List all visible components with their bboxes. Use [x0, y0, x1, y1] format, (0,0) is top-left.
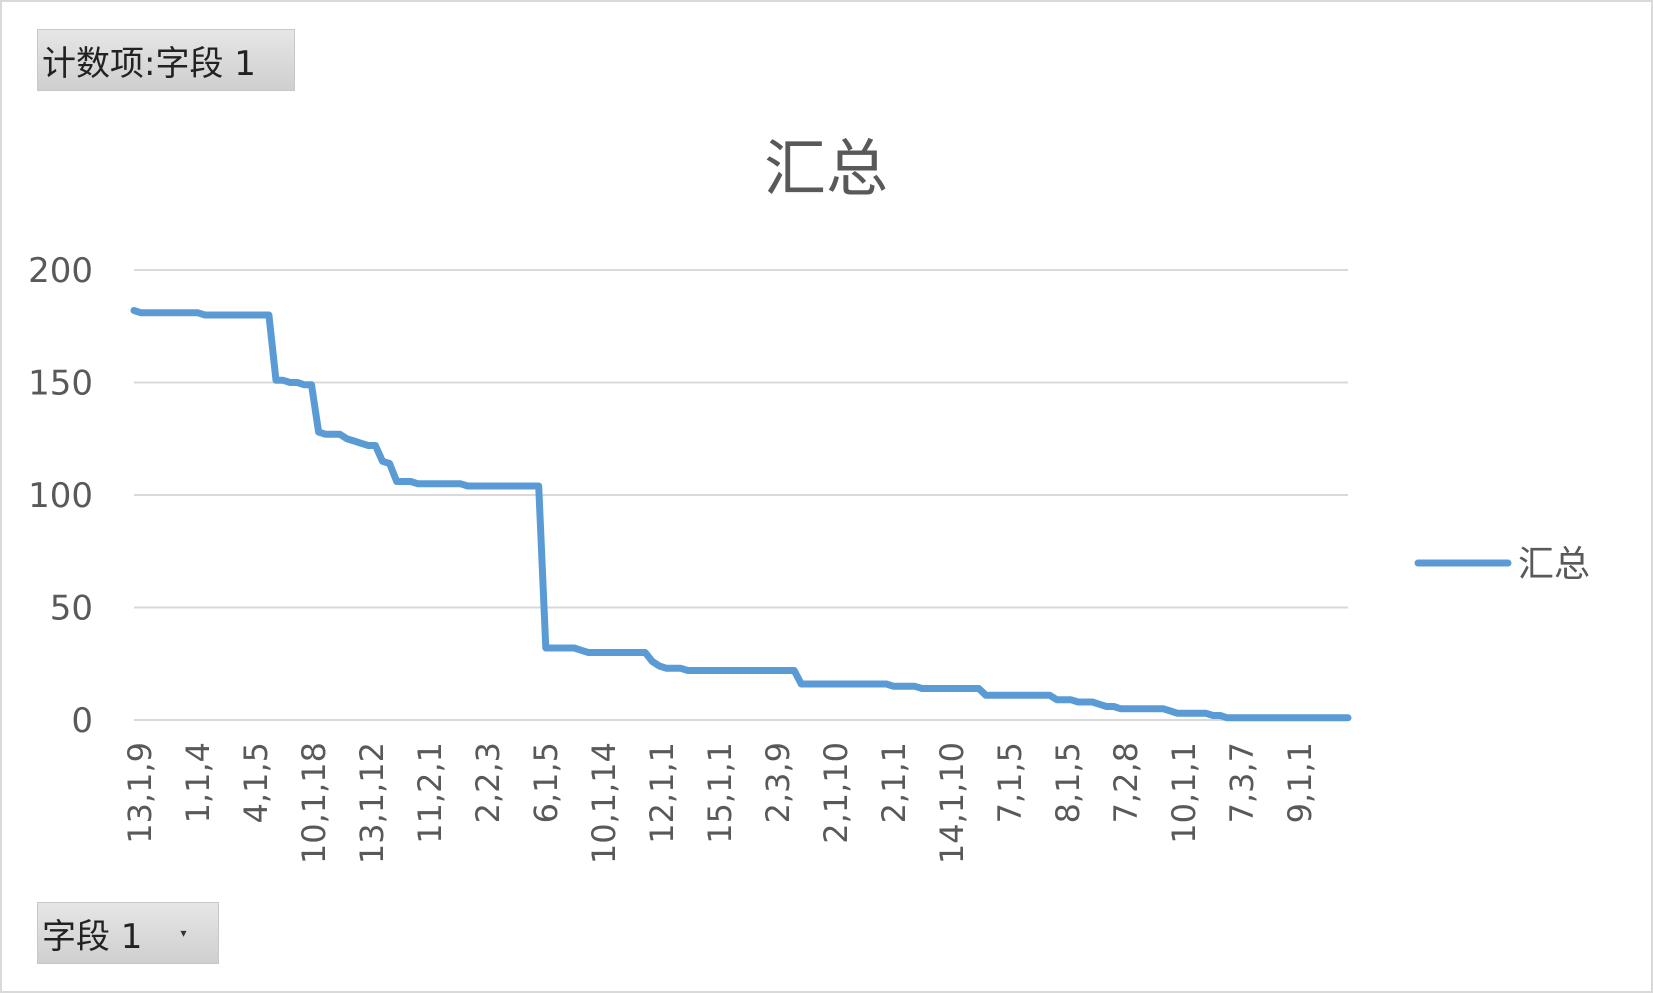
x-tick-label: 2,3,9	[759, 742, 797, 823]
legend-label: 汇总	[1518, 544, 1590, 585]
x-tick-label: 10,1,18	[295, 742, 333, 864]
axis-field-button[interactable]: 字段 1 ▾	[37, 902, 219, 964]
series-layer	[130, 307, 1352, 722]
x-tick-label: 7,2,8	[1107, 742, 1145, 823]
y-tick-label: 200	[28, 251, 93, 291]
x-tick-label: 2,1,10	[817, 742, 855, 844]
y-tick-label: 50	[50, 589, 93, 629]
legend: 汇总	[1414, 544, 1590, 585]
x-tick-label: 15,1,1	[701, 742, 739, 844]
x-tick-label: 4,1,5	[237, 742, 275, 823]
x-tick-label: 9,1,1	[1281, 742, 1319, 823]
x-tick-label: 1,1,4	[179, 742, 217, 823]
x-tick-label: 12,1,1	[643, 742, 681, 844]
x-tick-label: 7,1,5	[991, 742, 1029, 823]
x-tick-label: 14,1,10	[933, 742, 971, 864]
x-tick-label: 13,1,9	[121, 742, 159, 844]
x-tick-label: 11,2,1	[411, 742, 449, 844]
x-tick-label: 6,1,5	[527, 742, 565, 823]
y-tick-label: 150	[28, 364, 93, 404]
y-tick-label: 0	[71, 701, 93, 741]
gridlines	[134, 269, 1348, 721]
x-axis-ticks: 13,1,9 1,1,4 4,1,5 10,1,18 13,1,12 11,2,1 2,2,…	[121, 742, 1319, 864]
y-axis-ticks: 0 50 100 150 200	[28, 251, 93, 741]
x-tick-label: 2,1,1	[875, 742, 913, 823]
x-tick-label: 7,3,7	[1223, 742, 1261, 823]
x-tick-label: 2,2,3	[469, 742, 507, 823]
values-field-button[interactable]: 计数项:字段 1	[37, 29, 295, 91]
x-tick-label: 10,1,14	[585, 742, 623, 864]
series-line	[130, 307, 1352, 722]
axis-field-label: 字段 1	[42, 916, 143, 957]
x-tick-label: 13,1,12	[353, 742, 391, 864]
dropdown-arrow-icon[interactable]: ▾	[180, 926, 187, 940]
chart-title: 汇总	[764, 132, 888, 205]
x-tick-label: 8,1,5	[1049, 742, 1087, 823]
y-tick-label: 100	[28, 476, 93, 516]
values-field-label: 计数项:字段 1	[42, 43, 256, 84]
x-tick-label: 10,1,1	[1165, 742, 1203, 844]
